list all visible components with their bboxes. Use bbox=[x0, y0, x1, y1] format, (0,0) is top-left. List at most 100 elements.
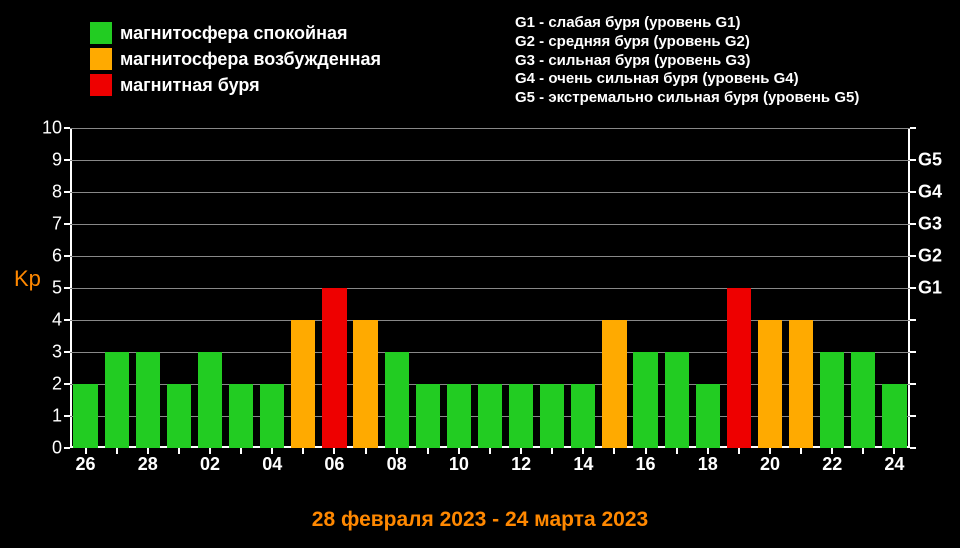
bar bbox=[478, 384, 502, 448]
bar bbox=[758, 320, 782, 448]
y-tick-label: 8 bbox=[32, 182, 62, 203]
gridline bbox=[70, 288, 910, 289]
y-tick-label: 10 bbox=[32, 118, 62, 139]
legend-label: магнитная буря bbox=[120, 75, 260, 96]
legend-swatch bbox=[90, 74, 112, 96]
tick-mark bbox=[116, 448, 118, 454]
tick-mark bbox=[64, 223, 70, 225]
bar bbox=[789, 320, 813, 448]
x-tick-label: 08 bbox=[387, 454, 407, 475]
legend-right-line: G2 - средняя буря (уровень G2) bbox=[515, 33, 859, 52]
bar bbox=[602, 320, 626, 448]
bar bbox=[851, 352, 875, 448]
gridline bbox=[70, 128, 910, 129]
x-tick-label: 16 bbox=[636, 454, 656, 475]
g-level-label: G5 bbox=[918, 150, 942, 171]
bar bbox=[820, 352, 844, 448]
legend-right-line: G1 - слабая буря (уровень G1) bbox=[515, 14, 859, 33]
kp-chart: 012345678910G1G2G3G4G5262802040608101214… bbox=[70, 128, 910, 448]
y-tick-label: 6 bbox=[32, 246, 62, 267]
tick-mark bbox=[910, 287, 916, 289]
x-tick-label: 02 bbox=[200, 454, 220, 475]
bar bbox=[447, 384, 471, 448]
x-tick-label: 10 bbox=[449, 454, 469, 475]
tick-mark bbox=[64, 383, 70, 385]
tick-mark bbox=[910, 159, 916, 161]
tick-mark bbox=[910, 383, 916, 385]
tick-mark bbox=[64, 319, 70, 321]
tick-mark bbox=[64, 127, 70, 129]
tick-mark bbox=[427, 448, 429, 454]
tick-mark bbox=[910, 191, 916, 193]
legend-label: магнитосфера спокойная bbox=[120, 23, 348, 44]
bar bbox=[105, 352, 129, 448]
bar bbox=[416, 384, 440, 448]
x-tick-label: 12 bbox=[511, 454, 531, 475]
x-tick-label: 24 bbox=[884, 454, 904, 475]
tick-mark bbox=[64, 255, 70, 257]
y-tick-label: 3 bbox=[32, 342, 62, 363]
y-tick-label: 4 bbox=[32, 310, 62, 331]
tick-mark bbox=[302, 448, 304, 454]
bar bbox=[229, 384, 253, 448]
bar bbox=[291, 320, 315, 448]
date-range-label: 28 февраля 2023 - 24 марта 2023 bbox=[0, 508, 960, 532]
legend-right-line: G4 - очень сильная буря (уровень G4) bbox=[515, 70, 859, 89]
bar bbox=[322, 288, 346, 448]
tick-mark bbox=[64, 447, 70, 449]
tick-mark bbox=[910, 415, 916, 417]
tick-mark bbox=[910, 127, 916, 129]
tick-mark bbox=[910, 223, 916, 225]
tick-mark bbox=[910, 351, 916, 353]
legend-right: G1 - слабая буря (уровень G1)G2 - средня… bbox=[515, 14, 859, 108]
y-tick-label: 7 bbox=[32, 214, 62, 235]
legend-label: магнитосфера возбужденная bbox=[120, 49, 381, 70]
y-tick-label: 2 bbox=[32, 374, 62, 395]
gridline bbox=[70, 224, 910, 225]
tick-mark bbox=[910, 447, 916, 449]
gridline bbox=[70, 352, 910, 353]
legend-right-line: G3 - сильная буря (уровень G3) bbox=[515, 52, 859, 71]
x-tick-label: 20 bbox=[760, 454, 780, 475]
tick-mark bbox=[910, 319, 916, 321]
tick-mark bbox=[676, 448, 678, 454]
g-level-label: G2 bbox=[918, 246, 942, 267]
tick-mark bbox=[365, 448, 367, 454]
legend-left: магнитосфера спокойная магнитосфера возбу… bbox=[90, 22, 381, 100]
tick-mark bbox=[551, 448, 553, 454]
legend-right-line: G5 - экстремально сильная буря (уровень … bbox=[515, 89, 859, 108]
tick-mark bbox=[64, 351, 70, 353]
bar bbox=[727, 288, 751, 448]
x-tick-label: 04 bbox=[262, 454, 282, 475]
tick-mark bbox=[178, 448, 180, 454]
legend-swatch bbox=[90, 48, 112, 70]
y-tick-label: 1 bbox=[32, 406, 62, 427]
gridline bbox=[70, 192, 910, 193]
bar bbox=[353, 320, 377, 448]
x-tick-label: 28 bbox=[138, 454, 158, 475]
x-tick-label: 06 bbox=[324, 454, 344, 475]
tick-mark bbox=[489, 448, 491, 454]
bar bbox=[260, 384, 284, 448]
legend-item: магнитосфера возбужденная bbox=[90, 48, 381, 70]
gridline bbox=[70, 160, 910, 161]
g-level-label: G3 bbox=[918, 214, 942, 235]
legend-item: магнитная буря bbox=[90, 74, 381, 96]
tick-mark bbox=[64, 415, 70, 417]
bar bbox=[696, 384, 720, 448]
tick-mark bbox=[64, 191, 70, 193]
g-level-label: G1 bbox=[918, 278, 942, 299]
x-tick-label: 22 bbox=[822, 454, 842, 475]
bar bbox=[882, 384, 906, 448]
bar bbox=[540, 384, 564, 448]
legend-swatch bbox=[90, 22, 112, 44]
tick-mark bbox=[862, 448, 864, 454]
bar bbox=[665, 352, 689, 448]
x-tick-label: 18 bbox=[698, 454, 718, 475]
x-tick-label: 14 bbox=[573, 454, 593, 475]
gridline bbox=[70, 320, 910, 321]
bar bbox=[73, 384, 97, 448]
tick-mark bbox=[613, 448, 615, 454]
gridline bbox=[70, 256, 910, 257]
tick-mark bbox=[738, 448, 740, 454]
